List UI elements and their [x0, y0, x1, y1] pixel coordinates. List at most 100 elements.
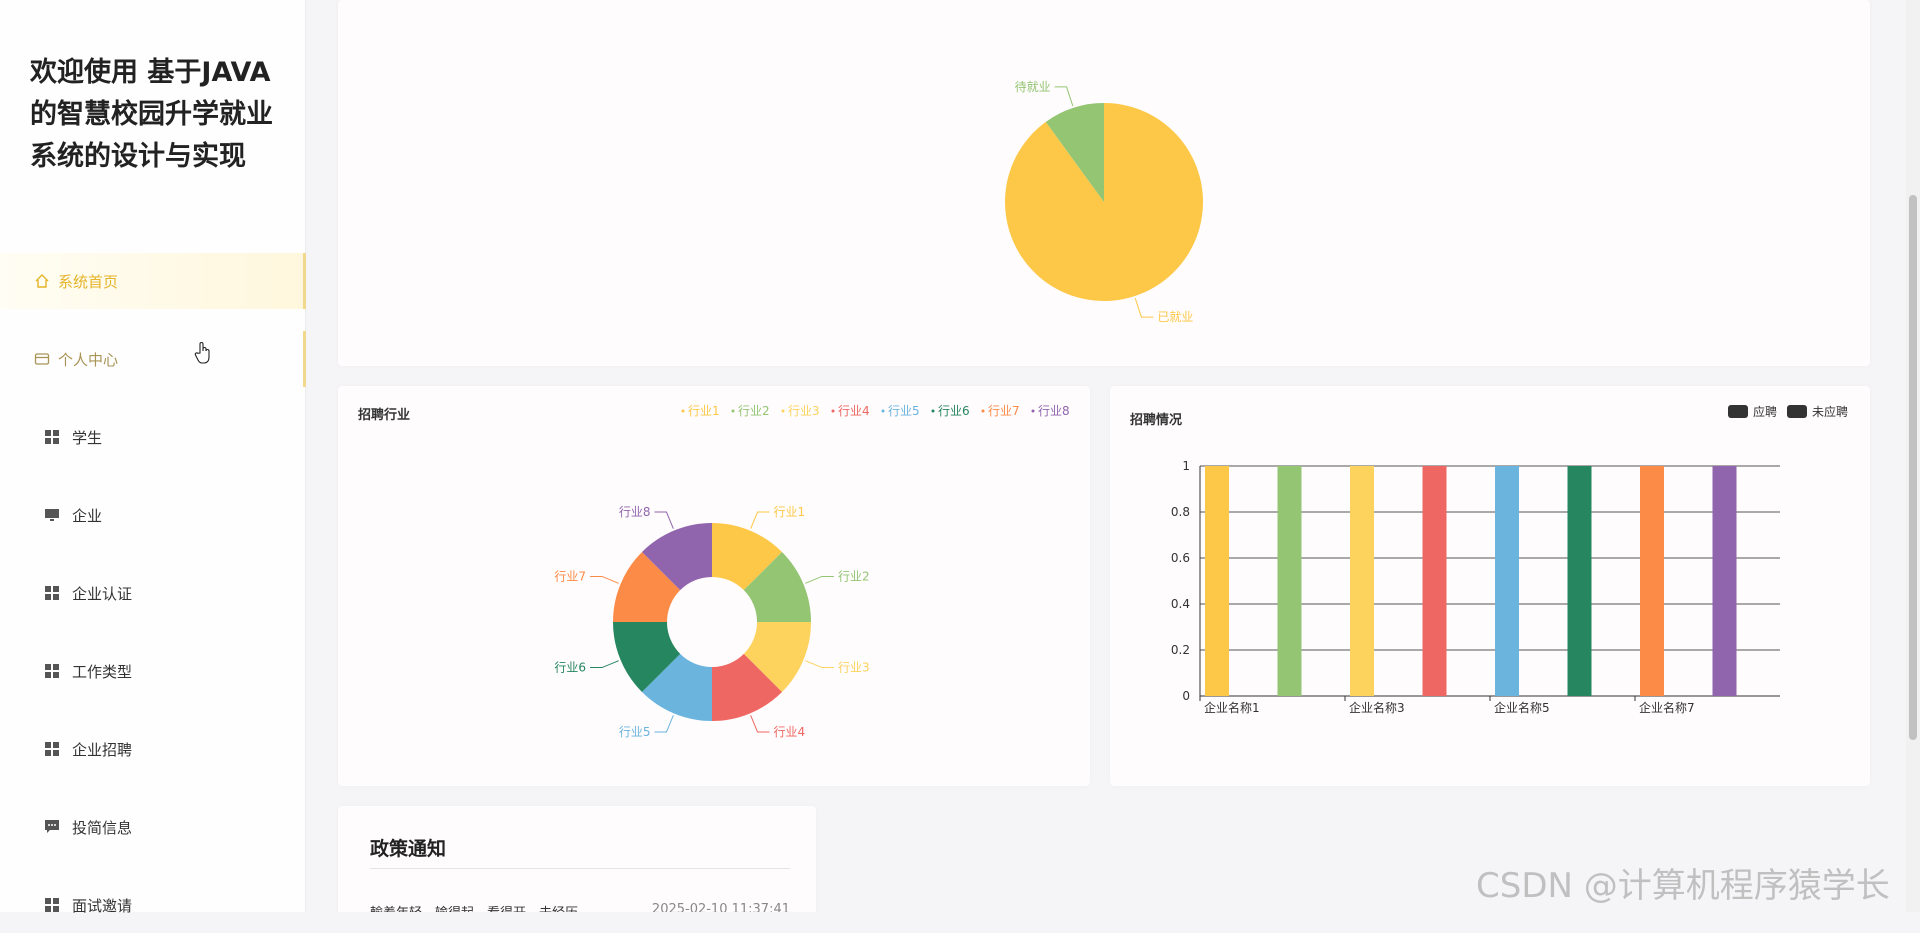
recruit-xtick-label: 企业名称1 [1204, 700, 1260, 715]
notice-item[interactable]: 輸着年轻，输得起，看得开，去经历 2025-02-10 11:37:41 [370, 902, 790, 912]
recruit-bar[interactable] [1350, 466, 1374, 696]
industry-slice-label: 行业5 [619, 725, 651, 739]
recruit-bar[interactable] [1712, 466, 1737, 696]
recruit-ytick-label: 1 [1182, 459, 1190, 473]
sidebar-item-enterprise[interactable]: 企业 [0, 487, 306, 543]
employment-card: 已就业 待就业 [338, 0, 1870, 366]
industry-card: 招聘行业 行业1 行业2 行业3 行业4 行业5 行业6 行业7 行业8 行业8 行业7 行业6 行业… [338, 386, 1090, 786]
industry-legend-label[interactable]: 行业6 [938, 404, 970, 418]
sidebar: 欢迎使用 基于JAVA的智慧校园升学就业系统的设计与实现 系统首页 个人中心 学… [0, 0, 306, 915]
industry-label-line [750, 511, 770, 529]
industry-label-line [750, 715, 770, 733]
industry-slice-label: 行业6 [554, 661, 586, 675]
recruit-legend-label[interactable]: 未应聘 [1812, 404, 1848, 419]
scrollbar-thumb[interactable] [1909, 195, 1917, 740]
industry-label-line [590, 660, 619, 669]
industry-legend-marker [731, 409, 735, 413]
industry-slice-label: 行业1 [774, 505, 806, 519]
sidebar-item-label: 投简信息 [72, 818, 133, 837]
recruit-ytick-label: 0.2 [1171, 643, 1190, 657]
hand-cursor-icon [194, 341, 212, 369]
recruit-legend-label[interactable]: 应聘 [1753, 404, 1777, 419]
recruit-xtick-label: 企业名称3 [1349, 700, 1405, 715]
industry-legend-marker [931, 409, 935, 413]
sidebar-item-interview[interactable]: 面试邀请 [0, 877, 306, 933]
employment-slice[interactable] [1045, 103, 1104, 202]
recruit-xtick-label: 企业名称7 [1639, 700, 1695, 715]
sidebar-item-home[interactable]: 系统首页 [0, 253, 306, 309]
industry-slice[interactable] [712, 653, 783, 721]
grid-icon [44, 663, 60, 679]
industry-label-line [805, 575, 834, 584]
industry-legend-label[interactable]: 行业1 [688, 404, 720, 418]
industry-label-line [654, 511, 674, 529]
sidebar-item-label: 企业招聘 [72, 740, 133, 759]
industry-slice[interactable] [712, 523, 783, 591]
message-icon [44, 819, 60, 835]
employment-label-line [1134, 297, 1154, 318]
industry-label-line [590, 575, 619, 584]
industry-legend-label[interactable]: 行业7 [988, 404, 1020, 418]
industry-slice-label: 行业3 [838, 661, 870, 675]
industry-slice[interactable] [641, 523, 712, 591]
recruit-card: 招聘情况 0 0.2 0.4 0.6 0.8 1 企业名称1 企业名称3 企业名称5 企业名称7 应… [1110, 386, 1870, 786]
sidebar-item-label: 个人中心 [58, 350, 119, 369]
industry-slice[interactable] [613, 551, 681, 622]
sidebar-item-label: 企业 [72, 506, 103, 525]
sidebar-item-profile[interactable]: 个人中心 [0, 331, 306, 387]
industry-donut-chart: 行业1 行业2 行业3 行业4 行业5 行业6 行业7 行业8 行业8 行业7 行业6 行业5 行业4 行… [554, 404, 1070, 739]
notice-title: 政策通知 [370, 838, 447, 860]
grid-icon [44, 897, 60, 913]
sidebar-item-label: 工作类型 [72, 662, 133, 681]
industry-legend-label[interactable]: 行业2 [738, 404, 770, 418]
recruit-bar-chart: 0 0.2 0.4 0.6 0.8 1 企业名称1 企业名称3 企业名称5 企业名称7 应聘 未应聘 [1171, 404, 1848, 715]
sidebar-item-label: 系统首页 [58, 272, 119, 291]
employment-slice-label: 待就业 [1015, 80, 1051, 94]
recruit-bar[interactable] [1495, 466, 1519, 696]
sidebar-item-students[interactable]: 学生 [0, 409, 306, 465]
recruit-ytick-label: 0 [1182, 689, 1190, 703]
industry-slice-label: 行业2 [838, 569, 870, 583]
grid-icon [44, 429, 60, 445]
sidebar-item-label: 企业认证 [72, 584, 133, 603]
grid-icon [44, 585, 60, 601]
employment-label-line [1054, 86, 1074, 107]
industry-legend-label[interactable]: 行业4 [838, 404, 870, 418]
watermark: CSDN @计算机程序猿学长 [1476, 866, 1890, 906]
sidebar-item-label: 面试邀请 [72, 896, 133, 915]
recruit-ytick-label: 0.8 [1171, 505, 1190, 519]
industry-legend-marker [831, 409, 835, 413]
industry-slice[interactable] [641, 653, 712, 721]
industry-legend-label[interactable]: 行业3 [788, 404, 820, 418]
sidebar-item-recruitment[interactable]: 企业招聘 [0, 721, 306, 777]
recruit-bar[interactable] [1422, 466, 1447, 696]
main-content: 已就业 待就业 招聘行业 行业1 行业2 行业3 行业4 行业5 行业6 行业7 行业8 行业8 行… [306, 0, 1906, 912]
notice-card: 政策通知 輸着年轻，输得起，看得开，去经历 2025-02-10 11:37:4… [338, 806, 816, 912]
industry-legend-marker [681, 409, 685, 413]
industry-legend-label[interactable]: 行业8 [1038, 404, 1070, 418]
recruit-bar[interactable] [1567, 466, 1592, 696]
industry-legend-label[interactable]: 行业5 [888, 404, 920, 418]
industry-legend-marker [781, 409, 785, 413]
recruit-bar[interactable] [1277, 466, 1302, 696]
industry-slice[interactable] [743, 622, 811, 693]
employment-slice-label: 已就业 [1157, 310, 1193, 324]
industry-slice-label: 行业8 [619, 505, 651, 519]
vertical-scrollbar[interactable] [1906, 0, 1920, 912]
notice-item-text: 輸着年轻，输得起，看得开，去经历 [370, 902, 578, 912]
industry-slice[interactable] [743, 551, 811, 622]
industry-label-line [654, 715, 674, 733]
sidebar-item-resume[interactable]: 投简信息 [0, 799, 306, 855]
sidebar-item-label: 学生 [72, 428, 103, 447]
sidebar-item-job-type[interactable]: 工作类型 [0, 643, 306, 699]
industry-slice[interactable] [613, 622, 681, 693]
industry-label-line [805, 660, 834, 669]
recruit-bar[interactable] [1205, 466, 1229, 696]
notice-divider [370, 868, 790, 869]
employment-pie-chart: 已就业 待就业 [1005, 80, 1203, 324]
sidebar-item-enterprise-cert[interactable]: 企业认证 [0, 565, 306, 621]
recruit-bar[interactable] [1640, 466, 1664, 696]
monitor-icon [44, 507, 60, 523]
recruit-xtick-label: 企业名称5 [1494, 700, 1550, 715]
industry-legend-marker [981, 409, 985, 413]
